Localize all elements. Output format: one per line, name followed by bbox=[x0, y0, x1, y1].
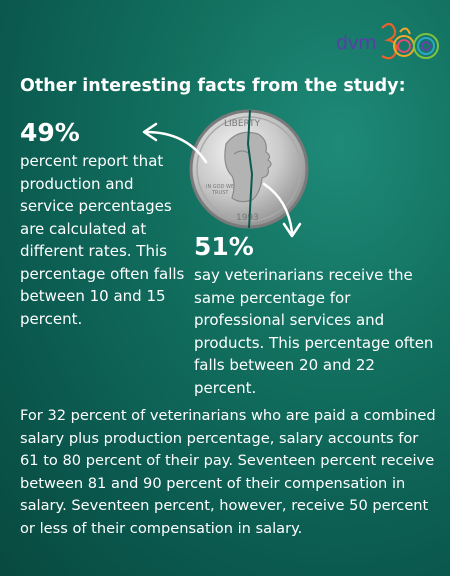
svg-text:TRUST: TRUST bbox=[211, 190, 229, 196]
svg-text:1993: 1993 bbox=[236, 213, 259, 223]
dvm360-logo: dvm bbox=[336, 18, 440, 68]
left-stat-block: 49% percent report that production and s… bbox=[20, 118, 188, 330]
dvm360-rings-icon bbox=[381, 22, 439, 60]
svg-text:LIBERTY: LIBERTY bbox=[224, 119, 261, 129]
page-headline: Other interesting facts from the study: bbox=[20, 76, 406, 96]
logo-text: dvm bbox=[336, 32, 377, 54]
svg-text:IN GOD WE: IN GOD WE bbox=[206, 184, 234, 190]
right-stat-block: 51% say veterinarians receive the same p… bbox=[194, 232, 434, 399]
bottom-paragraph: For 32 percent of veterinarians who are … bbox=[20, 407, 436, 537]
right-stat-text: say veterinarians receive the same perce… bbox=[194, 266, 434, 397]
right-stat-percent: 51% bbox=[194, 232, 254, 261]
left-stat-percent: 49% bbox=[20, 118, 80, 147]
left-stat-text: percent report that production and servi… bbox=[20, 152, 185, 328]
quarter-coin-icon: LIBERTY IN GOD WE TRUST 1993 bbox=[189, 109, 309, 229]
